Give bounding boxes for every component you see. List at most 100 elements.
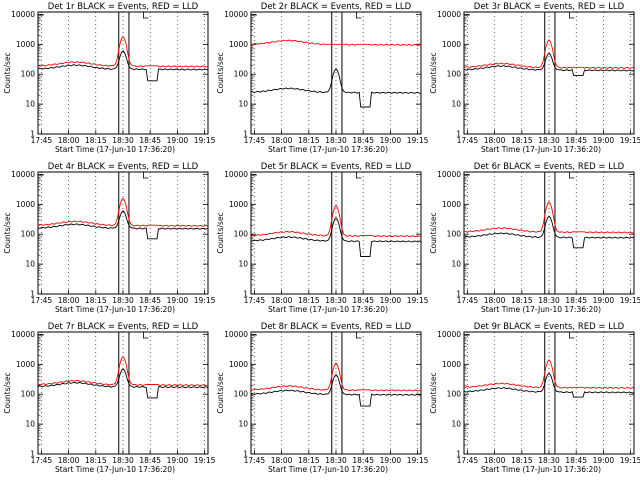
chart-title: Det 9r BLACK = Events, RED = LLD bbox=[474, 322, 625, 332]
series-line-lld bbox=[37, 197, 209, 227]
x-axis-label: Start Time (17-Jun-10 17:36:20) bbox=[481, 465, 601, 474]
x-axis-label: Start Time (17-Jun-10 17:36:20) bbox=[481, 305, 601, 314]
y-tick-label: 100 bbox=[21, 70, 36, 79]
x-tick-label: 19:15 bbox=[194, 136, 216, 145]
y-tick-label: 10 bbox=[238, 420, 248, 429]
x-tick-label: 18:30 bbox=[112, 456, 134, 465]
x-tick-label: 18:30 bbox=[325, 456, 347, 465]
y-axis-label: Counts/sec bbox=[216, 212, 225, 253]
y-tick-label: 10 bbox=[25, 420, 35, 429]
x-tick-label: 17:45 bbox=[457, 296, 479, 305]
y-tick-label: 100 bbox=[234, 70, 249, 79]
x-tick-label: 18:45 bbox=[352, 136, 374, 145]
x-axis-label: Start Time (17-Jun-10 17:36:20) bbox=[268, 465, 388, 474]
x-tick-label: 19:00 bbox=[167, 136, 189, 145]
x-tick-label: 19:15 bbox=[194, 456, 216, 465]
x-tick-label: 19:15 bbox=[407, 136, 429, 145]
x-tick-label: 18:00 bbox=[484, 136, 506, 145]
x-tick-label: 18:30 bbox=[538, 456, 560, 465]
x-tick-label: 19:15 bbox=[620, 456, 640, 465]
chart-title: Det 6r BLACK = Events, RED = LLD bbox=[474, 162, 625, 172]
x-axis-label: Start Time (17-Jun-10 17:36:20) bbox=[55, 465, 175, 474]
x-tick-label: 18:30 bbox=[112, 136, 134, 145]
y-tick-label: 1 bbox=[243, 290, 248, 299]
y-tick-label: 10000 bbox=[224, 10, 248, 19]
y-tick-label: 1000 bbox=[442, 40, 461, 49]
x-tick-label: 18:00 bbox=[271, 136, 293, 145]
y-tick-label: 10000 bbox=[11, 330, 35, 339]
chart-panel-det-9: Det 9r BLACK = Events, RED = LLD 17:45 18:… bbox=[429, 322, 640, 474]
series-line-events bbox=[250, 217, 422, 257]
series-line-lld bbox=[250, 39, 422, 46]
x-tick-label: 18:15 bbox=[298, 296, 320, 305]
x-tick-label: 18:00 bbox=[271, 296, 293, 305]
x-tick-label: 19:00 bbox=[167, 456, 189, 465]
series-line-lld bbox=[37, 355, 209, 387]
x-tick-label: 18:30 bbox=[325, 136, 347, 145]
y-tick-label: 100 bbox=[447, 70, 462, 79]
y-tick-label: 1000 bbox=[442, 360, 461, 369]
x-tick-label: 17:45 bbox=[31, 456, 53, 465]
y-tick-label: 10 bbox=[238, 260, 248, 269]
y-tick-label: 100 bbox=[234, 390, 249, 399]
y-tick-label: 1000 bbox=[229, 40, 248, 49]
x-tick-label: 18:15 bbox=[85, 296, 107, 305]
y-tick-label: 1000 bbox=[16, 360, 35, 369]
y-tick-label: 10000 bbox=[224, 330, 248, 339]
top-marker bbox=[356, 172, 362, 179]
series-line-lld bbox=[37, 35, 209, 68]
series-line-events bbox=[463, 52, 635, 77]
series-line-events bbox=[37, 210, 209, 240]
y-tick-label: 1 bbox=[30, 290, 35, 299]
y-tick-label: 10000 bbox=[11, 10, 35, 19]
x-tick-label: 19:15 bbox=[620, 296, 640, 305]
x-tick-label: 18:45 bbox=[139, 136, 161, 145]
chart-panel-det-6: Det 6r BLACK = Events, RED = LLD 17:45 18:… bbox=[429, 162, 640, 314]
x-axis-label: Start Time (17-Jun-10 17:36:20) bbox=[481, 145, 601, 154]
top-marker bbox=[569, 332, 575, 339]
x-tick-label: 18:30 bbox=[325, 296, 347, 305]
y-axis-label: Counts/sec bbox=[216, 52, 225, 93]
series-line-lld bbox=[463, 39, 635, 69]
y-tick-label: 10000 bbox=[437, 170, 461, 179]
y-tick-label: 1 bbox=[456, 450, 461, 459]
y-tick-label: 10 bbox=[238, 100, 248, 109]
chart-title: Det 1r BLACK = Events, RED = LLD bbox=[48, 2, 199, 12]
x-tick-label: 17:45 bbox=[457, 136, 479, 145]
x-axis-label: Start Time (17-Jun-10 17:36:20) bbox=[55, 145, 175, 154]
y-tick-label: 10000 bbox=[437, 330, 461, 339]
y-tick-label: 10 bbox=[451, 420, 461, 429]
y-tick-label: 10 bbox=[25, 100, 35, 109]
x-tick-label: 19:00 bbox=[380, 136, 402, 145]
y-axis-label: Counts/sec bbox=[216, 372, 225, 413]
y-tick-label: 1 bbox=[30, 130, 35, 139]
chart-title: Det 3r BLACK = Events, RED = LLD bbox=[474, 2, 625, 12]
x-tick-label: 18:00 bbox=[58, 136, 80, 145]
x-tick-label: 18:15 bbox=[298, 456, 320, 465]
y-axis-label: Counts/sec bbox=[3, 212, 12, 253]
x-tick-label: 18:15 bbox=[511, 296, 533, 305]
y-tick-label: 10 bbox=[451, 260, 461, 269]
series-line-events bbox=[37, 368, 209, 399]
x-tick-label: 17:45 bbox=[244, 136, 266, 145]
top-marker bbox=[143, 332, 149, 339]
y-tick-label: 1000 bbox=[16, 200, 35, 209]
y-tick-label: 1 bbox=[456, 130, 461, 139]
chart-title: Det 8r BLACK = Events, RED = LLD bbox=[261, 322, 412, 332]
x-axis-label: Start Time (17-Jun-10 17:36:20) bbox=[55, 305, 175, 314]
x-tick-label: 18:30 bbox=[112, 296, 134, 305]
x-tick-label: 19:00 bbox=[593, 136, 615, 145]
x-tick-label: 18:45 bbox=[352, 296, 374, 305]
x-tick-label: 18:30 bbox=[538, 296, 560, 305]
x-tick-label: 17:45 bbox=[31, 136, 53, 145]
chart-panel-det-5: Det 5r BLACK = Events, RED = LLD 17:45 18:… bbox=[216, 162, 429, 314]
x-tick-label: 18:15 bbox=[511, 456, 533, 465]
series-line-events bbox=[250, 68, 422, 108]
top-marker bbox=[143, 172, 149, 179]
x-tick-label: 18:00 bbox=[58, 296, 80, 305]
series-line-lld bbox=[463, 359, 635, 389]
x-tick-label: 18:45 bbox=[565, 456, 587, 465]
y-axis-label: Counts/sec bbox=[429, 372, 438, 413]
x-tick-label: 17:45 bbox=[244, 456, 266, 465]
